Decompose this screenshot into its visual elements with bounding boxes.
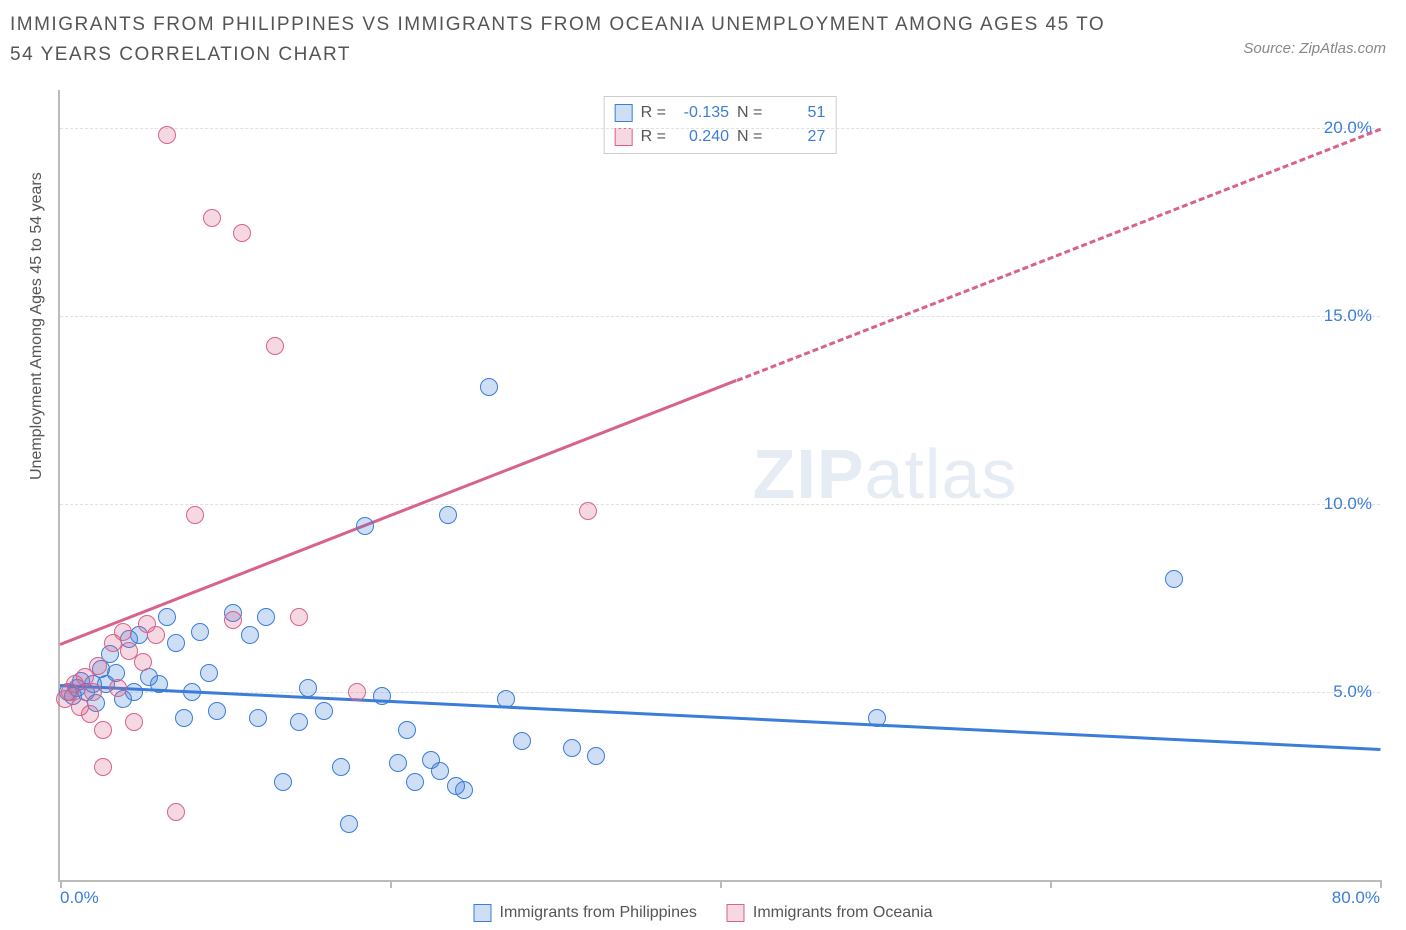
data-point [81, 705, 99, 723]
data-point [348, 683, 366, 701]
data-point [356, 517, 374, 535]
data-point [431, 762, 449, 780]
data-point [513, 732, 531, 750]
r-label: R = [641, 101, 666, 125]
data-point [497, 690, 515, 708]
n-label: N = [737, 101, 762, 125]
gridline [60, 128, 1380, 129]
data-point [150, 675, 168, 693]
x-tick [1380, 880, 1382, 888]
series-name-oceania: Immigrants from Oceania [753, 904, 933, 922]
data-point [94, 721, 112, 739]
data-point [191, 623, 209, 641]
x-tick-label: 80.0% [1332, 888, 1380, 908]
data-point [94, 758, 112, 776]
watermark: ZIPatlas [753, 434, 1018, 514]
data-point [389, 754, 407, 772]
data-point [208, 702, 226, 720]
data-point [224, 611, 242, 629]
watermark-zip: ZIP [753, 435, 865, 513]
data-point [249, 709, 267, 727]
swatch-philippines [615, 104, 633, 122]
data-point [332, 758, 350, 776]
chart-container: IMMIGRANTS FROM PHILIPPINES VS IMMIGRANT… [0, 0, 1406, 930]
legend-item-philippines: Immigrants from Philippines [473, 904, 696, 922]
plot-area: ZIPatlas R = -0.135 N = 51 R = 0.240 N =… [58, 90, 1380, 882]
data-point [125, 713, 143, 731]
data-point [84, 683, 102, 701]
data-point [167, 803, 185, 821]
data-point [455, 781, 473, 799]
series-name-philippines: Immigrants from Philippines [499, 904, 696, 922]
data-point [439, 506, 457, 524]
y-axis-label: Unemployment Among Ages 45 to 54 years [28, 172, 46, 480]
data-point [398, 721, 416, 739]
watermark-atlas: atlas [865, 435, 1018, 513]
y-tick-label: 10.0% [1324, 494, 1372, 514]
swatch-oceania [727, 904, 745, 922]
data-point [1165, 570, 1183, 588]
data-point [200, 664, 218, 682]
x-tick [720, 880, 722, 888]
data-point [241, 626, 259, 644]
x-tick [390, 880, 392, 888]
x-tick [1050, 880, 1052, 888]
data-point [579, 502, 597, 520]
data-point [257, 608, 275, 626]
data-point [167, 634, 185, 652]
swatch-philippines [473, 904, 491, 922]
data-point [183, 683, 201, 701]
data-point [203, 209, 221, 227]
data-point [175, 709, 193, 727]
series-legend: Immigrants from Philippines Immigrants f… [473, 904, 932, 922]
source-name: ZipAtlas.com [1299, 40, 1386, 57]
data-point [406, 773, 424, 791]
data-point [315, 702, 333, 720]
data-point [186, 506, 204, 524]
data-point [274, 773, 292, 791]
x-tick-label: 0.0% [60, 888, 99, 908]
data-point [266, 337, 284, 355]
gridline [60, 316, 1380, 317]
y-tick-label: 15.0% [1324, 306, 1372, 326]
trend-line [736, 128, 1381, 382]
chart-title: IMMIGRANTS FROM PHILIPPINES VS IMMIGRANT… [10, 10, 1110, 71]
n-value-philippines: 51 [770, 101, 825, 125]
data-point [290, 713, 308, 731]
source-attribution: Source: ZipAtlas.com [1243, 40, 1386, 57]
data-point [125, 683, 143, 701]
trend-line [59, 379, 737, 646]
data-point [868, 709, 886, 727]
data-point [587, 747, 605, 765]
legend-row-philippines: R = -0.135 N = 51 [615, 101, 826, 125]
data-point [114, 623, 132, 641]
source-prefix: Source: [1243, 40, 1299, 57]
data-point [290, 608, 308, 626]
y-tick-label: 5.0% [1333, 682, 1372, 702]
data-point [373, 687, 391, 705]
data-point [480, 378, 498, 396]
gridline [60, 504, 1380, 505]
data-point [158, 608, 176, 626]
x-tick [60, 880, 62, 888]
data-point [340, 815, 358, 833]
data-point [147, 626, 165, 644]
r-value-philippines: -0.135 [674, 101, 729, 125]
data-point [563, 739, 581, 757]
data-point [233, 224, 251, 242]
data-point [134, 653, 152, 671]
data-point [158, 126, 176, 144]
data-point [109, 679, 127, 697]
swatch-oceania [615, 128, 633, 146]
data-point [299, 679, 317, 697]
correlation-legend: R = -0.135 N = 51 R = 0.240 N = 27 [604, 96, 837, 154]
legend-item-oceania: Immigrants from Oceania [727, 904, 933, 922]
data-point [89, 657, 107, 675]
